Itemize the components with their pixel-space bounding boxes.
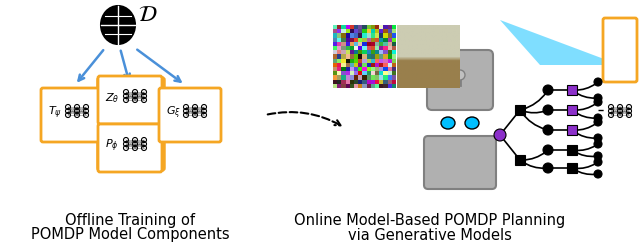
FancyBboxPatch shape [159, 88, 221, 142]
Circle shape [594, 170, 602, 178]
Circle shape [543, 85, 553, 95]
Bar [567, 105, 577, 115]
Polygon shape [430, 65, 490, 108]
FancyBboxPatch shape [603, 18, 637, 82]
Text: $Z_\theta$: $Z_\theta$ [105, 91, 120, 105]
Circle shape [594, 134, 602, 142]
FancyBboxPatch shape [424, 136, 496, 189]
Circle shape [594, 118, 602, 126]
Text: $\mathcal{D}$: $\mathcal{D}$ [138, 4, 157, 26]
Text: $P_\phi$: $P_\phi$ [105, 138, 118, 154]
Bar [515, 155, 525, 165]
Circle shape [594, 98, 602, 106]
Circle shape [543, 145, 553, 155]
Circle shape [594, 78, 602, 86]
Bar [567, 125, 577, 135]
Text: Online Model-Based POMDP Planning: Online Model-Based POMDP Planning [294, 212, 566, 228]
Text: via Generative Models: via Generative Models [348, 228, 512, 242]
Circle shape [594, 140, 602, 148]
Text: POMDP Model Components: POMDP Model Components [31, 228, 229, 242]
Ellipse shape [101, 6, 135, 44]
Bar [567, 85, 577, 95]
Circle shape [543, 105, 553, 115]
FancyBboxPatch shape [98, 76, 162, 124]
Circle shape [594, 152, 602, 160]
Text: $T_\psi$: $T_\psi$ [48, 105, 62, 121]
Circle shape [455, 70, 465, 80]
Circle shape [594, 158, 602, 166]
Circle shape [594, 114, 602, 122]
Text: Offline Training of: Offline Training of [65, 212, 195, 228]
Ellipse shape [465, 117, 479, 129]
Bar [567, 145, 577, 155]
Bar [567, 163, 577, 173]
Circle shape [543, 163, 553, 173]
Circle shape [543, 125, 553, 135]
FancyBboxPatch shape [427, 50, 493, 110]
FancyBboxPatch shape [41, 88, 103, 142]
FancyBboxPatch shape [98, 124, 162, 172]
Text: $G_\xi$: $G_\xi$ [166, 105, 181, 121]
Bar [515, 105, 525, 115]
Circle shape [494, 129, 506, 141]
Circle shape [594, 94, 602, 102]
Ellipse shape [441, 117, 455, 129]
Polygon shape [500, 20, 620, 65]
